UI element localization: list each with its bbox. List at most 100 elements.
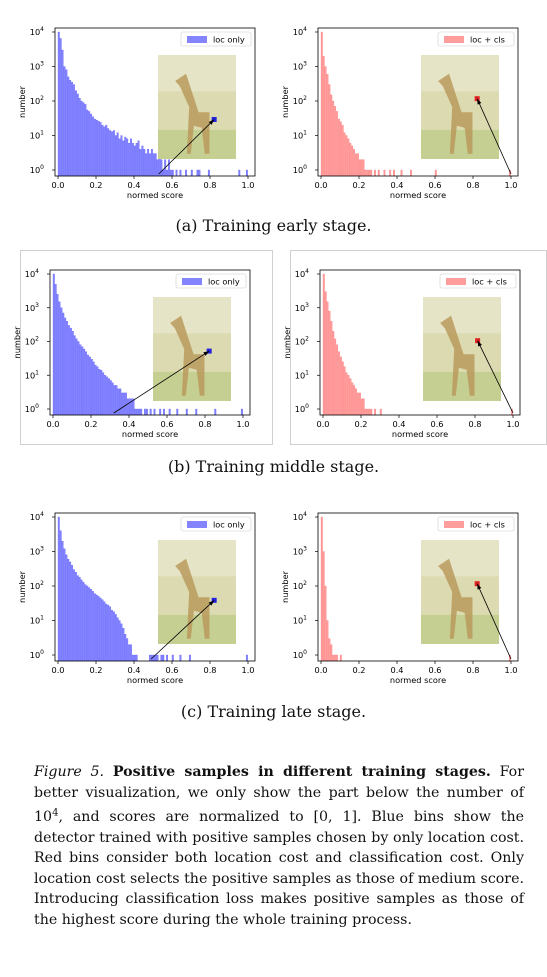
x-axis-label: normed score xyxy=(127,190,183,200)
chart-late-red: 0.0 0.2 0.4 0.6 0.8 1.0100101102103104normed … xyxy=(280,511,519,685)
y-tick-label: 104 xyxy=(30,26,44,37)
y-axis-label: number xyxy=(12,326,22,359)
histogram-bar xyxy=(434,169,437,177)
histogram-bar xyxy=(138,408,141,416)
chart-early-red: 0.0 0.2 0.4 0.6 0.8 1.0100101102103104normed … xyxy=(280,26,519,200)
histogram-bar xyxy=(332,654,335,662)
histogram-bar xyxy=(214,408,217,416)
histogram-bar xyxy=(80,100,83,177)
histogram-bar xyxy=(126,638,129,662)
histogram-bar xyxy=(355,388,357,416)
histogram-bar xyxy=(116,132,119,177)
y-tick-label: 101 xyxy=(293,130,307,141)
arrow-head xyxy=(477,98,482,105)
plot-area-frame xyxy=(319,269,521,416)
histogram-bar xyxy=(141,145,144,177)
histogram-bar xyxy=(152,153,155,177)
histogram-bar xyxy=(334,106,336,177)
histogram-bar xyxy=(368,408,371,416)
histogram-bar xyxy=(113,385,116,416)
y-tick-label: 104 xyxy=(293,511,307,522)
y-tick-label: 103 xyxy=(25,302,39,313)
y-axis-label: number xyxy=(280,85,290,118)
y-tick-label: 102 xyxy=(295,336,309,347)
histogram-bar xyxy=(93,593,96,662)
histogram-bar xyxy=(358,392,361,416)
y-tick-exponent: 3 xyxy=(40,546,44,553)
histogram-bar xyxy=(99,122,102,177)
inset-giraffe xyxy=(175,558,210,639)
histogram-bar xyxy=(320,31,323,177)
histogram-bar xyxy=(100,370,103,416)
histogram-bar xyxy=(126,398,129,416)
x-tick-label: 0.2 xyxy=(354,419,367,429)
histogram-bar xyxy=(92,116,94,177)
histogram-bar xyxy=(58,301,61,416)
subcaption-middle: (b) Training middle stage. xyxy=(167,457,380,476)
y-tick-exponent: 1 xyxy=(305,369,309,376)
x-tick-label: 0.2 xyxy=(352,180,365,190)
x-tick-label: 0.8 xyxy=(466,665,479,675)
x-tick-label: 1.0 xyxy=(236,419,249,429)
histogram-bar xyxy=(330,321,333,416)
figure-title: Positive samples in different training s… xyxy=(112,764,491,780)
histogram-bar xyxy=(145,408,148,416)
x-tick-label: 0.6 xyxy=(430,419,443,429)
histogram-bar xyxy=(322,55,325,177)
histogram-bar xyxy=(360,159,363,177)
arrow-line xyxy=(477,340,514,414)
histogram-bar xyxy=(353,385,356,416)
histogram-bar xyxy=(98,369,101,416)
histogram-bar xyxy=(171,169,174,177)
arrow-line xyxy=(476,98,512,175)
x-axis-label: normed score xyxy=(390,190,446,200)
histogram-bar xyxy=(88,356,91,416)
histogram-bar xyxy=(336,111,338,177)
histogram-bar xyxy=(128,398,131,416)
histogram-bar xyxy=(163,408,165,416)
legend-label: loc + cls xyxy=(470,520,505,530)
histogram-bar xyxy=(126,138,129,177)
histogram-bar xyxy=(111,131,113,177)
inset-sky xyxy=(153,297,231,334)
histogram-bar xyxy=(326,301,329,416)
histogram-bar xyxy=(106,376,108,416)
histogram-bar xyxy=(358,159,361,177)
histogram-bar xyxy=(330,94,333,177)
histogram-bar xyxy=(105,603,108,662)
histogram-bar xyxy=(63,66,66,177)
histogram-bar xyxy=(88,111,91,177)
legend-swatch xyxy=(446,278,466,285)
y-tick-exponent: 0 xyxy=(40,164,44,171)
x-tick-label: 0.2 xyxy=(352,665,365,675)
y-tick-exponent: 2 xyxy=(303,580,307,587)
legend-swatch xyxy=(187,521,207,528)
histogram-bar xyxy=(71,82,74,177)
x-tick-label: 0.8 xyxy=(468,419,481,429)
y-tick-label: 102 xyxy=(293,95,307,106)
histogram-bar xyxy=(336,654,338,662)
legend-label: loc only xyxy=(213,35,245,45)
histogram-bar xyxy=(130,644,132,662)
histogram-bar xyxy=(120,623,123,662)
histogram-bar xyxy=(54,284,57,416)
histogram-bar xyxy=(114,135,117,177)
y-tick-exponent: 0 xyxy=(35,403,39,410)
inset-image xyxy=(158,540,236,644)
histogram-bar xyxy=(67,76,70,177)
histogram-bar xyxy=(154,654,157,662)
arrow-head xyxy=(477,583,482,590)
x-tick-label: 0.4 xyxy=(127,180,140,190)
histogram-bar xyxy=(59,530,62,662)
inset-sky xyxy=(421,540,499,577)
inset-sky xyxy=(423,297,501,334)
histogram-bar xyxy=(117,388,120,416)
histogram-bar xyxy=(90,358,93,416)
plot-area-frame xyxy=(317,512,519,662)
histogram-bar xyxy=(107,604,110,662)
y-tick-exponent: 2 xyxy=(40,95,44,102)
histogram-bar xyxy=(112,130,115,177)
histogram-bar xyxy=(82,102,85,177)
histogram-bar xyxy=(179,169,182,177)
histogram-bar xyxy=(389,169,392,177)
